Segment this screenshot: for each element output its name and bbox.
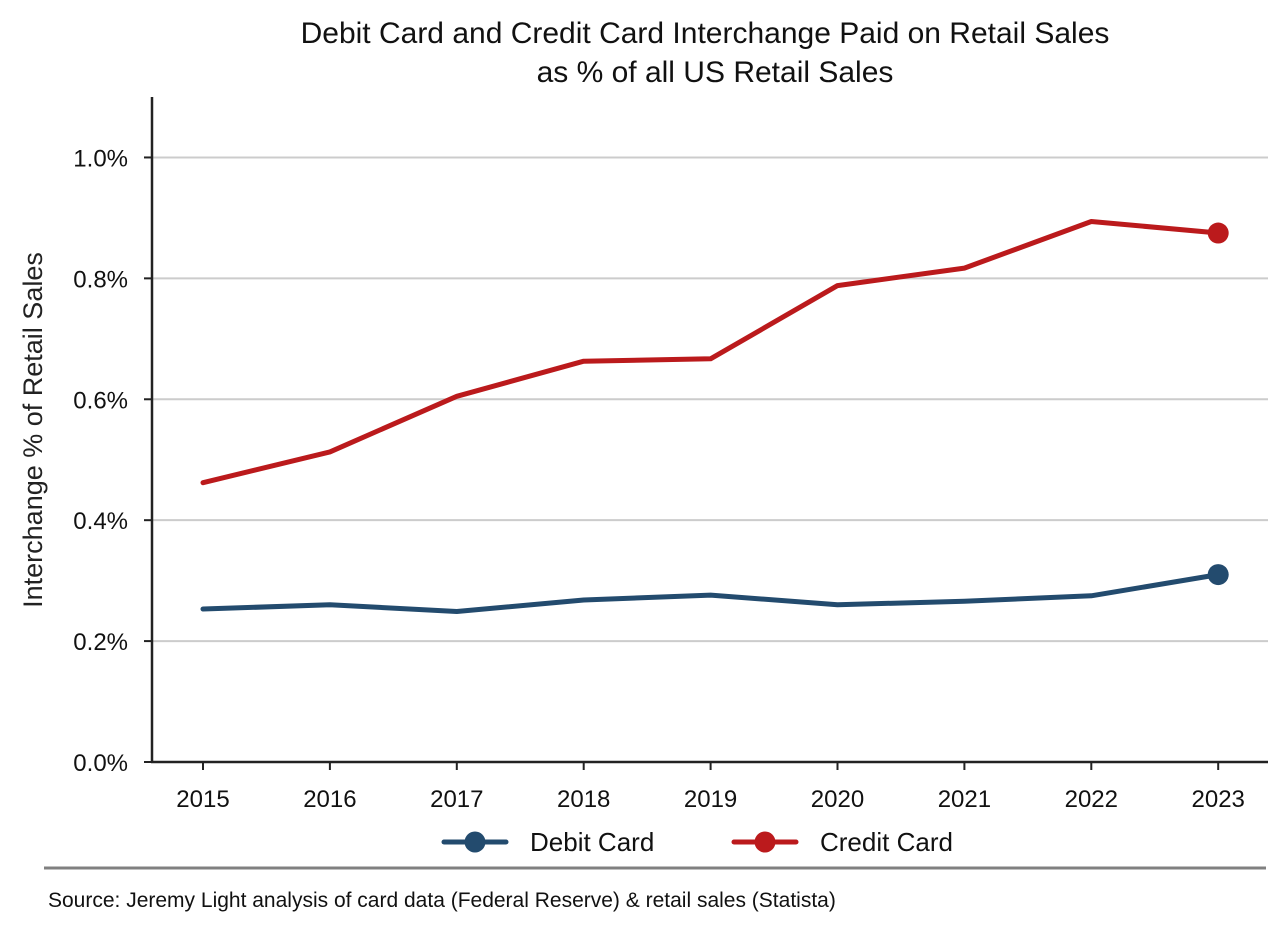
- legend-label-credit-card: Credit Card: [820, 827, 953, 857]
- y-tick-label: 0.2%: [73, 629, 128, 656]
- y-tick-label: 0.8%: [73, 266, 128, 293]
- x-tick-label: 2016: [303, 786, 356, 813]
- y-tick-label: 0.6%: [73, 387, 128, 414]
- y-axis-label: Interchange % of Retail Sales: [18, 252, 48, 608]
- x-tick-label: 2020: [811, 786, 864, 813]
- x-tick-label: 2021: [938, 786, 991, 813]
- chart-subtitle: as % of all US Retail Sales: [537, 56, 894, 89]
- legend-label-debit-card: Debit Card: [530, 827, 654, 857]
- x-tick-label: 2017: [430, 786, 483, 813]
- x-tick-label: 2019: [684, 786, 737, 813]
- legend-marker-credit-card: [754, 831, 776, 853]
- legend-marker-debit-card: [464, 831, 486, 853]
- x-tick-label: 2023: [1192, 786, 1245, 813]
- x-axis-ticks: 2015 2016 2017 2018 2019 2020 2021 2022 2023: [176, 762, 1245, 813]
- debit-card-end-point: [1207, 564, 1229, 586]
- credit-card-end-point: [1207, 222, 1229, 244]
- source-note: Source: Jeremy Light analysis of card da…: [48, 889, 836, 912]
- gridlines: [152, 156, 1268, 643]
- x-tick-label: 2018: [557, 786, 610, 813]
- series-lines: [200, 219, 1229, 614]
- y-tick-label: 0.0%: [73, 750, 128, 777]
- x-tick-label: 2015: [176, 786, 229, 813]
- chart-title: Debit Card and Credit Card Interchange P…: [301, 17, 1110, 50]
- credit-card-line: [200, 219, 1221, 486]
- axes: [150, 97, 1268, 764]
- y-axis-ticks: 0.0% 0.2% 0.4% 0.6% 0.8% 1.0%: [73, 145, 152, 777]
- y-tick-label: 1.0%: [73, 145, 128, 172]
- x-tick-label: 2022: [1065, 786, 1118, 813]
- legend: Debit Card Credit Card: [441, 827, 953, 857]
- y-tick-label: 0.4%: [73, 508, 128, 535]
- debit-card-line: [200, 572, 1221, 614]
